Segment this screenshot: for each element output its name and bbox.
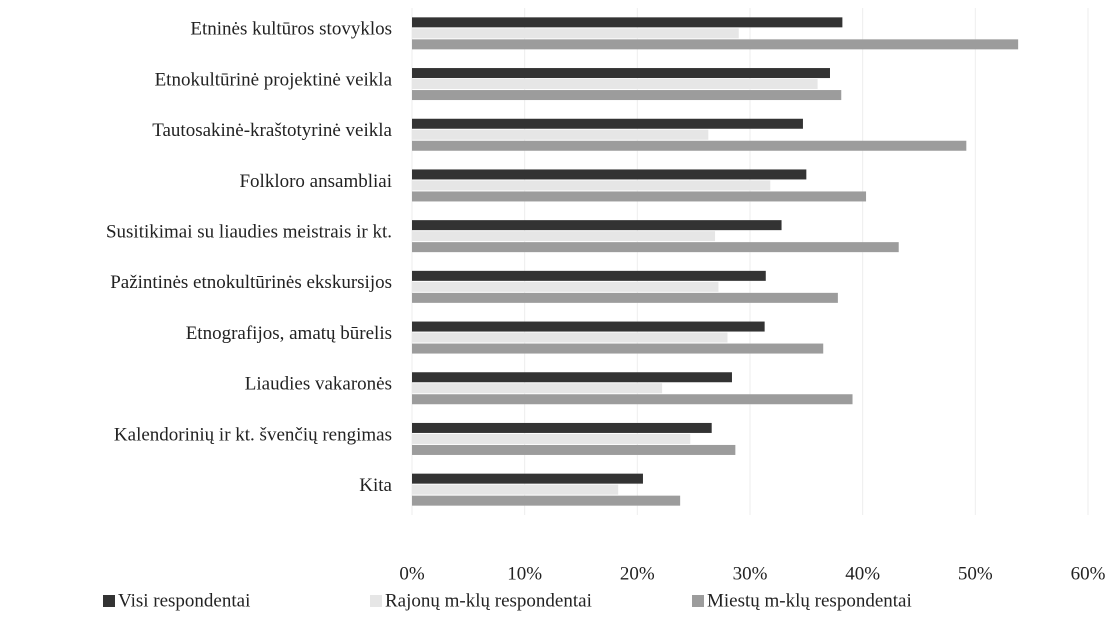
y-tick-label: Kalendorinių ir kt. švenčių rengimas xyxy=(114,424,392,445)
bar xyxy=(412,433,691,444)
bar xyxy=(412,242,899,253)
y-tick-label: Folkloro ansambliai xyxy=(239,171,392,192)
bar xyxy=(412,191,867,202)
legend-label: Visi respondentai xyxy=(118,590,250,611)
bar xyxy=(412,495,681,506)
x-tick-label: 0% xyxy=(399,563,425,584)
bar xyxy=(412,444,736,455)
bar xyxy=(412,118,803,129)
x-tick-label: 60% xyxy=(1071,563,1106,584)
y-tick-label: Kita xyxy=(359,475,392,496)
legend-label: Rajonų m-klų respondentai xyxy=(385,590,592,611)
bar xyxy=(412,332,728,343)
bar xyxy=(412,473,643,484)
x-tick-label: 10% xyxy=(507,563,542,584)
bar xyxy=(412,231,716,242)
bar xyxy=(412,394,853,405)
bar xyxy=(412,180,771,191)
x-tick-label: 50% xyxy=(958,563,993,584)
bar xyxy=(412,90,842,101)
bar xyxy=(412,79,818,90)
legend-swatch xyxy=(103,595,115,607)
bar xyxy=(412,169,807,180)
y-tick-label: Etninės kultūros stovyklos xyxy=(190,19,392,40)
bar xyxy=(412,321,765,332)
bar xyxy=(412,383,663,394)
y-tick-label: Liaudies vakaronės xyxy=(245,374,392,395)
legend-label: Miestų m-klų respondentai xyxy=(707,590,912,611)
y-tick-label: Susitikimai su liaudies meistrais ir kt. xyxy=(106,222,392,243)
bar xyxy=(412,39,1019,50)
y-tick-label: Tautosakinė-kraštotyrinė veikla xyxy=(152,120,392,141)
x-tick-label: 20% xyxy=(620,563,655,584)
legend-swatch xyxy=(692,595,704,607)
bar xyxy=(412,281,719,292)
legend-swatch xyxy=(370,595,382,607)
bar xyxy=(412,220,782,231)
bar xyxy=(412,270,766,281)
bar xyxy=(412,422,712,433)
bar xyxy=(412,140,967,151)
bar xyxy=(412,292,838,303)
x-tick-label: 40% xyxy=(845,563,880,584)
bar xyxy=(412,68,830,79)
y-tick-label: Etnokultūrinė projektinė veikla xyxy=(155,69,393,90)
bar xyxy=(412,17,843,28)
y-tick-label: Etnografijos, amatų būrelis xyxy=(186,323,392,344)
y-tick-label: Pažintinės etnokultūrinės ekskursijos xyxy=(110,272,392,293)
bar xyxy=(412,484,619,495)
bar xyxy=(412,28,739,39)
bar xyxy=(412,129,709,140)
bar xyxy=(412,343,824,354)
x-tick-label: 30% xyxy=(733,563,768,584)
bar xyxy=(412,372,732,383)
